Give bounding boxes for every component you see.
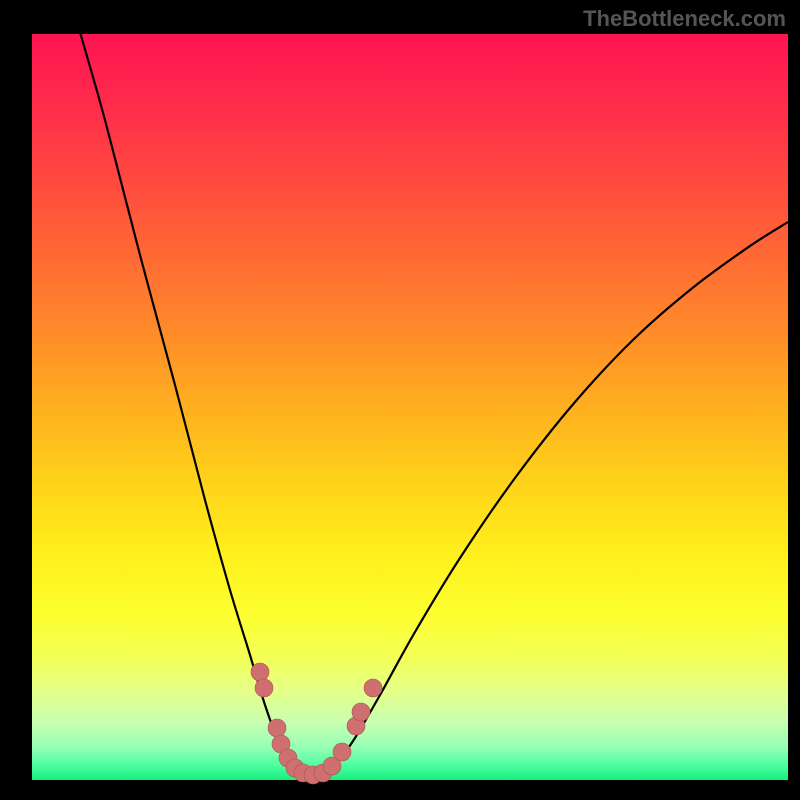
chart-root: TheBottleneck.com [0, 0, 800, 800]
gradient-plot-area [32, 34, 788, 780]
watermark-text: TheBottleneck.com [583, 6, 786, 32]
